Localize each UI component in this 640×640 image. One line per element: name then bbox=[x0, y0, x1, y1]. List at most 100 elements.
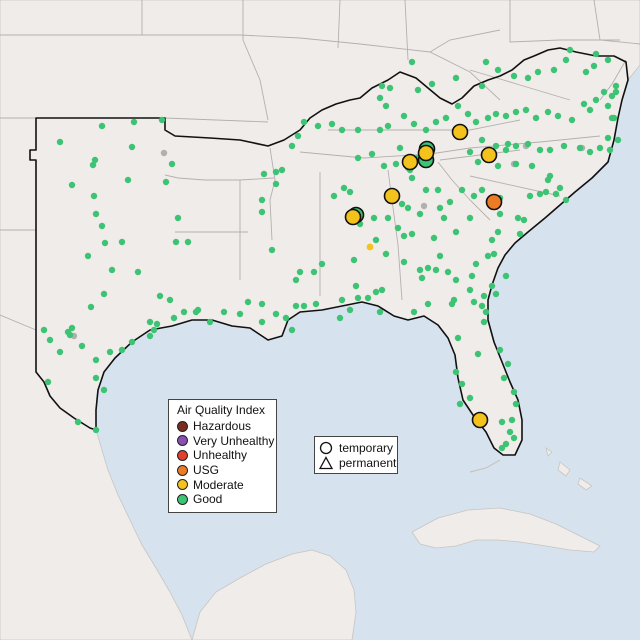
good-monitor-marker bbox=[456, 400, 464, 408]
good-monitor-marker bbox=[536, 190, 544, 198]
good-monitor-marker bbox=[282, 314, 290, 322]
key-label: temporary bbox=[339, 440, 394, 455]
good-monitor-marker bbox=[382, 250, 390, 258]
state-borders bbox=[0, 0, 640, 331]
good-monitor-marker bbox=[600, 88, 608, 96]
good-monitor-marker bbox=[74, 418, 82, 426]
yucatan-land bbox=[191, 549, 357, 640]
good-monitor-marker bbox=[566, 46, 574, 54]
good-monitor-marker bbox=[376, 308, 384, 316]
good-monitor-marker bbox=[510, 72, 518, 80]
good-monitor-marker bbox=[206, 318, 214, 326]
good-monitor-marker bbox=[436, 204, 444, 212]
good-monitor-marker bbox=[384, 214, 392, 222]
good-monitor-marker bbox=[258, 196, 266, 204]
good-monitor-marker bbox=[408, 230, 416, 238]
legend-label: Good bbox=[193, 492, 223, 507]
good-monitor-marker bbox=[134, 268, 142, 276]
good-monitor-marker bbox=[452, 276, 460, 284]
good-monitor-marker bbox=[44, 378, 52, 386]
good-monitor-marker bbox=[418, 274, 426, 282]
good-monitor-marker bbox=[604, 102, 612, 110]
monitor-type-key: temporary permanent bbox=[314, 436, 398, 474]
good-monitor-marker bbox=[272, 168, 280, 176]
moderate-temporary-monitor-marker bbox=[383, 187, 401, 205]
good-monitor-marker bbox=[444, 268, 452, 276]
good-monitor-marker bbox=[296, 268, 304, 276]
good-monitor-marker bbox=[352, 282, 360, 290]
good-monitor-marker bbox=[452, 74, 460, 82]
good-monitor-marker bbox=[272, 310, 280, 318]
good-monitor-marker bbox=[542, 188, 550, 196]
moderate-swatch-icon bbox=[177, 479, 188, 491]
good-monitor-marker bbox=[410, 308, 418, 316]
good-monitor-marker bbox=[87, 303, 95, 311]
good-monitor-marker bbox=[514, 214, 522, 222]
good-swatch-icon bbox=[177, 493, 188, 505]
good-monitor-marker bbox=[376, 94, 384, 102]
good-monitor-marker bbox=[458, 380, 466, 388]
good-monitor-marker bbox=[592, 96, 600, 104]
good-monitor-marker bbox=[550, 66, 558, 74]
good-monitor-marker bbox=[492, 290, 500, 298]
good-monitor-marker bbox=[612, 82, 620, 90]
circle-outline-icon bbox=[319, 441, 333, 454]
good-monitor-marker bbox=[478, 302, 486, 310]
good-monitor-marker bbox=[484, 252, 492, 260]
legend-item-unhealthy: Unhealthy bbox=[177, 448, 276, 463]
good-monitor-marker bbox=[338, 296, 346, 304]
good-monitor-marker bbox=[480, 318, 488, 326]
good-monitor-marker bbox=[258, 300, 266, 308]
good-monitor-marker bbox=[364, 294, 372, 302]
good-monitor-marker bbox=[100, 290, 108, 298]
good-monitor-marker bbox=[422, 126, 430, 134]
good-monitor-marker bbox=[466, 394, 474, 402]
moderate-temporary-monitor-marker bbox=[401, 153, 419, 171]
good-monitor-marker bbox=[146, 332, 154, 340]
good-monitor-marker bbox=[580, 100, 588, 108]
no-data-monitor-marker bbox=[420, 202, 428, 210]
good-monitor-marker bbox=[494, 162, 502, 170]
key-label: permanent bbox=[339, 455, 397, 470]
good-monitor-marker bbox=[468, 272, 476, 280]
good-monitor-marker bbox=[78, 342, 86, 350]
good-monitor-marker bbox=[606, 146, 614, 154]
good-monitor-marker bbox=[150, 326, 158, 334]
good-monitor-marker bbox=[466, 286, 474, 294]
good-monitor-marker bbox=[386, 84, 394, 92]
good-monitor-marker bbox=[106, 348, 114, 356]
good-monitor-marker bbox=[492, 142, 500, 150]
legend-label: Hazardous bbox=[193, 419, 252, 434]
good-monitor-marker bbox=[172, 238, 180, 246]
legend-title: Air Quality Index bbox=[177, 403, 266, 417]
good-monitor-marker bbox=[472, 260, 480, 268]
good-monitor-marker bbox=[554, 112, 562, 120]
good-monitor-marker bbox=[504, 140, 512, 148]
good-monitor-marker bbox=[130, 118, 138, 126]
good-monitor-marker bbox=[428, 80, 436, 88]
good-monitor-marker bbox=[368, 150, 376, 158]
good-monitor-marker bbox=[496, 346, 504, 354]
good-monitor-marker bbox=[46, 336, 54, 344]
good-monitor-marker bbox=[512, 160, 520, 168]
good-monitor-marker bbox=[492, 110, 500, 118]
good-monitor-marker bbox=[294, 132, 302, 140]
good-monitor-marker bbox=[153, 320, 161, 328]
good-monitor-marker bbox=[546, 146, 554, 154]
good-monitor-marker bbox=[330, 192, 338, 200]
good-monitor-marker bbox=[370, 214, 378, 222]
good-monitor-marker bbox=[516, 230, 524, 238]
good-monitor-marker bbox=[454, 334, 462, 342]
good-monitor-marker bbox=[526, 192, 534, 200]
good-monitor-marker bbox=[586, 148, 594, 156]
florida-keys bbox=[469, 459, 501, 473]
good-monitor-marker bbox=[604, 56, 612, 64]
good-monitor-marker bbox=[510, 388, 518, 396]
moderate-temporary-monitor-marker bbox=[471, 411, 489, 429]
good-monitor-marker bbox=[404, 204, 412, 212]
good-monitor-marker bbox=[544, 108, 552, 116]
good-monitor-marker bbox=[452, 368, 460, 376]
legend-item-usg: USG bbox=[177, 463, 276, 478]
good-monitor-marker bbox=[192, 308, 200, 316]
